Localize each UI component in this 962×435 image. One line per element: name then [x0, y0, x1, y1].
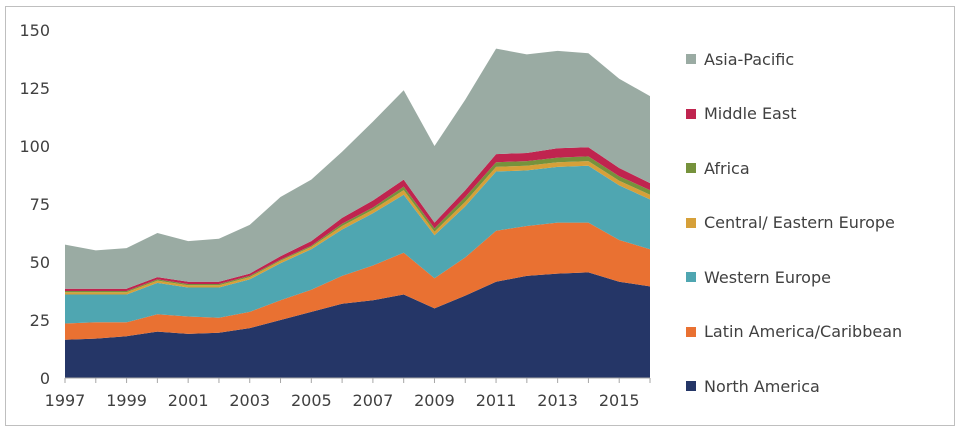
legend-item-central-eastern-europe: Central/ Eastern Europe: [686, 196, 951, 251]
legend-item-africa: Africa: [686, 141, 951, 196]
area-series-group: [65, 48, 650, 378]
y-tick-label: 25: [30, 311, 50, 330]
x-tick-label: 2005: [291, 391, 332, 410]
legend-item-asia-pacific: Asia-Pacific: [686, 32, 951, 87]
legend-label: Middle East: [704, 104, 797, 124]
legend-label: Africa: [704, 158, 750, 178]
y-tick-label: 75: [30, 195, 50, 214]
chart-frame: [5, 6, 955, 426]
legend-swatch: [686, 381, 696, 392]
y-axis-tick-labels: 0 25 50 75 100 125 150: [19, 21, 50, 388]
legend-label: North America: [704, 376, 820, 396]
y-tick-label: 125: [19, 79, 50, 98]
x-axis-tick-labels: 1997 1999 2001 2003 2005 2007 2009 2011 …: [45, 391, 640, 410]
y-tick-label: 0: [40, 369, 50, 388]
legend-label: Western Europe: [704, 267, 831, 287]
legend-item-western-europe: Western Europe: [686, 250, 951, 305]
area-asia-pacific: [65, 48, 650, 289]
legend-swatch: [686, 163, 696, 174]
x-tick-label: 1997: [45, 391, 86, 410]
area-north-america: [65, 272, 650, 378]
legend-item-middle-east: Middle East: [686, 87, 951, 142]
legend-swatch: [686, 54, 696, 65]
legend-swatch: [686, 108, 696, 119]
x-tick-label: 2015: [599, 391, 640, 410]
area-western-europe: [65, 165, 650, 324]
x-tick-label: 2011: [476, 391, 517, 410]
legend-label: Latin America/Caribbean: [704, 322, 903, 342]
x-tick-label: 2009: [414, 391, 455, 410]
x-tick-label: 2007: [353, 391, 394, 410]
x-tick-label: 2013: [537, 391, 578, 410]
x-tick-label: 2003: [229, 391, 270, 410]
legend-swatch: [686, 326, 696, 337]
legend-item-latin-america-caribbean: Latin America/Caribbean: [686, 305, 951, 360]
legend-swatch: [686, 217, 696, 228]
y-tick-label: 50: [30, 253, 50, 272]
x-axis-ticks: [64, 378, 651, 383]
y-tick-label: 100: [19, 137, 50, 156]
y-tick-label: 150: [19, 21, 50, 40]
x-tick-label: 2001: [168, 391, 209, 410]
legend-swatch: [686, 272, 696, 283]
legend-label: Central/ Eastern Europe: [704, 213, 895, 233]
chart-legend: Asia-Pacific Middle East Africa Central/…: [686, 32, 951, 414]
area-latin-america-caribbean: [65, 222, 650, 340]
x-tick-label: 1999: [106, 391, 147, 410]
legend-label: Asia-Pacific: [704, 49, 795, 69]
legend-item-north-america: North America: [686, 359, 951, 414]
